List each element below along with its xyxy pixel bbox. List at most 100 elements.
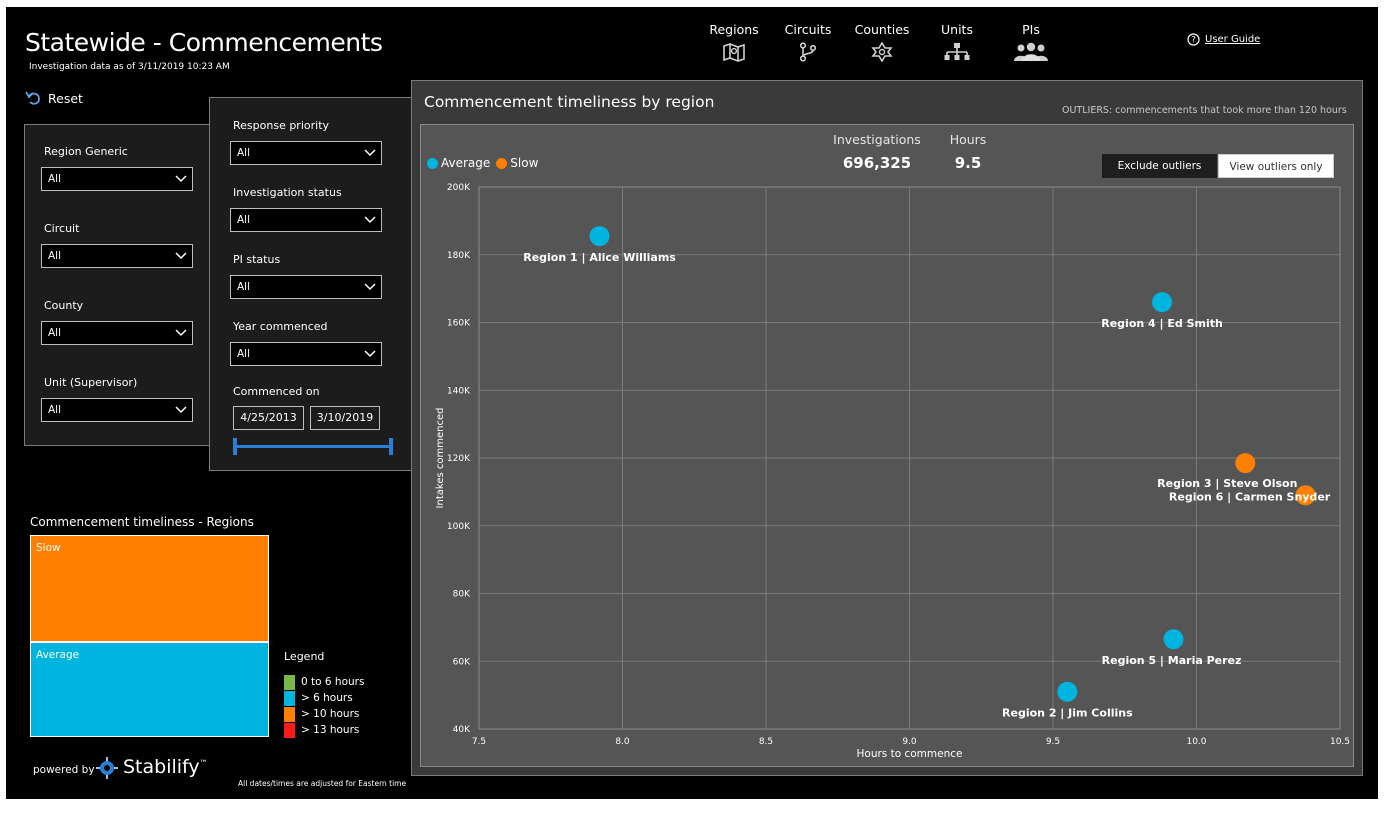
treemap-cell-slow[interactable]: Slow — [30, 535, 269, 642]
scatter-legend-item[interactable]: Average — [427, 156, 490, 170]
x-tick-label: 7.5 — [472, 737, 486, 747]
filter-label: Region Generic — [44, 145, 128, 158]
date-range-slider-track[interactable] — [235, 445, 391, 448]
filter-dropdown-value: All — [237, 214, 251, 226]
help-circle-icon: ? — [1187, 33, 1200, 46]
data-point[interactable] — [589, 226, 610, 247]
x-tick-label: 9.5 — [1046, 737, 1060, 747]
nav-pis[interactable]: PIs — [994, 22, 1068, 62]
kpi-hours-value: 9.5 — [954, 154, 982, 172]
chevron-down-icon — [175, 406, 187, 414]
date-range-start-handle[interactable] — [233, 438, 237, 455]
nav-counties[interactable]: Counties — [845, 22, 919, 62]
legend-swatch — [284, 690, 295, 706]
legend-item: 0 to 6 hours — [284, 674, 364, 690]
kpi-investigations-value: 696,325 — [842, 154, 912, 172]
filter-dropdown-value: All — [237, 281, 251, 293]
x-tick-label: 8.0 — [615, 737, 630, 747]
data-point[interactable] — [1057, 681, 1078, 702]
treemap-cell-average[interactable]: Average — [30, 642, 269, 737]
y-tick-label: 160K — [447, 319, 471, 329]
chevron-down-icon — [364, 216, 376, 224]
legend-swatch — [284, 706, 295, 722]
filter-dropdown-value: All — [237, 348, 251, 360]
chevron-down-icon — [364, 149, 376, 157]
chevron-down-icon — [364, 283, 376, 291]
data-point[interactable] — [1163, 629, 1184, 650]
x-tick-label: 9.0 — [902, 737, 917, 747]
y-tick-label: 120K — [447, 454, 471, 464]
exclude-outliers-button[interactable]: Exclude outliers — [1102, 154, 1217, 178]
filter-label: Circuit — [44, 222, 80, 235]
commenced-on-label: Commenced on — [233, 385, 320, 398]
data-point-label: Region 5 | Maria Perez — [1102, 654, 1242, 667]
legend-item: > 6 hours — [284, 690, 364, 706]
branch-icon — [799, 42, 817, 62]
y-tick-label: 180K — [447, 251, 471, 261]
chevron-down-icon — [364, 350, 376, 358]
filter-dropdown-value: All — [237, 147, 251, 159]
chevron-down-icon — [175, 252, 187, 260]
filter-dropdown[interactable]: All — [230, 275, 382, 299]
scatter-plot-area — [420, 124, 1354, 767]
filter-dropdown[interactable]: All — [230, 208, 382, 232]
legend-item: > 10 hours — [284, 706, 364, 722]
nav-regions-label: Regions — [709, 22, 759, 37]
filter-dropdown[interactable]: All — [41, 321, 193, 345]
filter-label: County — [44, 299, 84, 312]
scatter-legend-item[interactable]: Slow — [496, 156, 538, 170]
legend-swatch — [284, 722, 295, 738]
powered-by-label: powered by — [33, 764, 95, 776]
stabilify-logo-icon — [96, 757, 118, 779]
data-point[interactable] — [1152, 292, 1173, 313]
data-point-label: Region 6 | Carmen Snyder — [1169, 490, 1331, 503]
reset-button[interactable]: Reset — [24, 89, 83, 107]
legend-item-label: 0 to 6 hours — [301, 676, 365, 688]
undo-icon — [25, 91, 40, 105]
data-point[interactable] — [1295, 485, 1316, 506]
people-icon — [1014, 42, 1048, 61]
y-tick-label: 200K — [447, 183, 471, 193]
end-date-input[interactable]: 3/10/2019 — [310, 406, 380, 430]
scatter-legend: Average Slow — [427, 156, 538, 170]
nav-circuits[interactable]: Circuits — [771, 22, 845, 62]
filter-dropdown[interactable]: All — [230, 342, 382, 366]
filter-dropdown[interactable]: All — [41, 167, 193, 191]
filter-label: Investigation status — [233, 186, 342, 199]
map-icon — [723, 43, 745, 62]
filter-dropdown-value: All — [48, 250, 62, 262]
filter-dropdown[interactable]: All — [41, 398, 193, 422]
legend-item-label: > 10 hours — [301, 708, 360, 720]
chevron-down-icon — [175, 175, 187, 183]
legend-title: Legend — [284, 650, 325, 663]
y-tick-label: 60K — [453, 657, 471, 667]
kpi-hours-label: Hours — [949, 132, 987, 147]
nav-counties-label: Counties — [854, 22, 910, 37]
nav-regions[interactable]: Regions — [697, 22, 771, 62]
start-date-input[interactable]: 4/25/2013 — [233, 406, 304, 430]
filter-dropdown[interactable]: All — [230, 141, 382, 165]
data-point[interactable] — [1235, 453, 1256, 474]
y-tick-label: 100K — [447, 522, 471, 532]
date-range-end-handle[interactable] — [389, 438, 393, 455]
outliers-note: OUTLIERS: commencements that took more t… — [1062, 105, 1347, 116]
y-tick-label: 140K — [447, 386, 471, 396]
legend-swatch — [284, 674, 295, 690]
view-outliers-only-button[interactable]: View outliers only — [1218, 154, 1334, 178]
treemap-title: Commencement timeliness - Regions — [30, 515, 254, 529]
user-guide-label: User Guide — [1205, 34, 1261, 45]
nav-units[interactable]: Units — [920, 22, 994, 62]
treemap-cell-slow-label: Slow — [36, 542, 61, 554]
data-point-label: Region 1 | Alice Williams — [523, 251, 676, 264]
star-icon — [871, 42, 893, 62]
legend-dot — [427, 157, 438, 169]
data-point-label: Region 3 | Steve Olson — [1157, 477, 1297, 490]
filter-label: Response priority — [233, 119, 330, 132]
treemap-cell-average-label: Average — [36, 649, 80, 661]
x-tick-label: 10.5 — [1330, 737, 1350, 747]
user-guide-link[interactable]: ? User Guide — [1187, 33, 1260, 46]
legend-item: > 13 hours — [284, 722, 364, 738]
filter-dropdown-value: All — [48, 173, 62, 185]
reset-label: Reset — [48, 90, 83, 106]
filter-dropdown[interactable]: All — [41, 244, 193, 268]
